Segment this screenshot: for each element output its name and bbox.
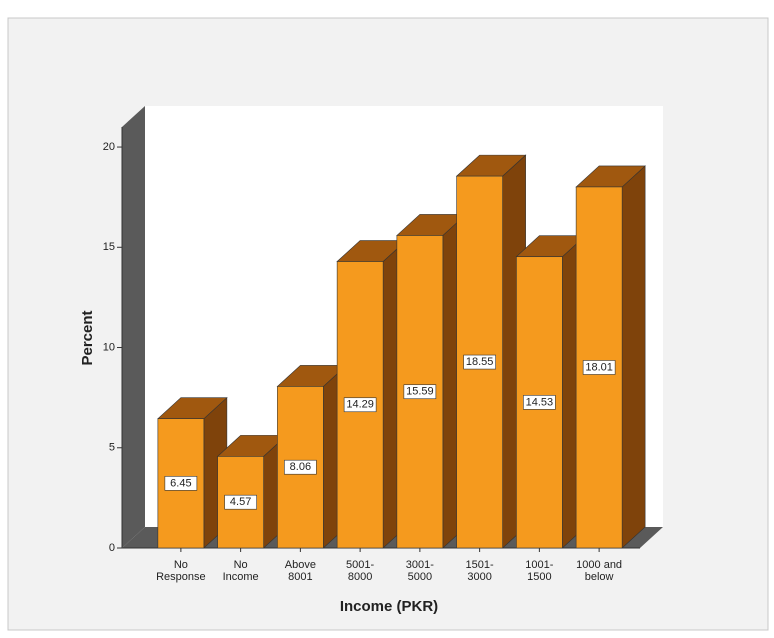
value-label: 14.29 (346, 399, 374, 411)
x-tick-label: No Income (223, 559, 259, 583)
value-label-box (284, 459, 317, 475)
value-label: 15.59 (406, 386, 434, 398)
y-tick-label: 5 (109, 442, 115, 454)
value-label-box (403, 384, 437, 400)
x-tick-label: 1501-3000 (466, 559, 494, 583)
value-label: 6.45 (170, 477, 191, 489)
y-tick-label: 10 (103, 341, 115, 353)
x-axis-title: Income (PKR) (340, 598, 438, 615)
value-label-box (343, 397, 377, 413)
value-label: 14.53 (526, 396, 554, 408)
left-wall (122, 106, 145, 548)
x-tick-label: 1001-1500 (525, 559, 553, 583)
value-label-box (164, 476, 198, 491)
bar-side (621, 165, 646, 549)
x-tick-label: 3001-5000 (406, 559, 434, 583)
y-tick-label: 20 (103, 141, 115, 153)
value-label-box (582, 360, 616, 375)
value-label: 8.06 (290, 461, 311, 473)
x-tick-label: 1000 and below (576, 559, 622, 583)
y-tick-label: 0 (109, 542, 115, 554)
y-axis-title: Percent (79, 310, 96, 365)
x-tick-label: 5001-8000 (346, 559, 374, 583)
value-label-box (463, 354, 496, 370)
value-label: 18.55 (466, 356, 494, 368)
value-label: 4.57 (230, 496, 251, 508)
value-label: 18.01 (585, 361, 613, 373)
value-label-box (523, 395, 556, 410)
value-label-box (224, 494, 257, 510)
y-tick-label: 15 (103, 241, 115, 253)
x-tick-label: Above 8001 (285, 559, 316, 583)
x-tick-label: No Response (156, 559, 206, 583)
